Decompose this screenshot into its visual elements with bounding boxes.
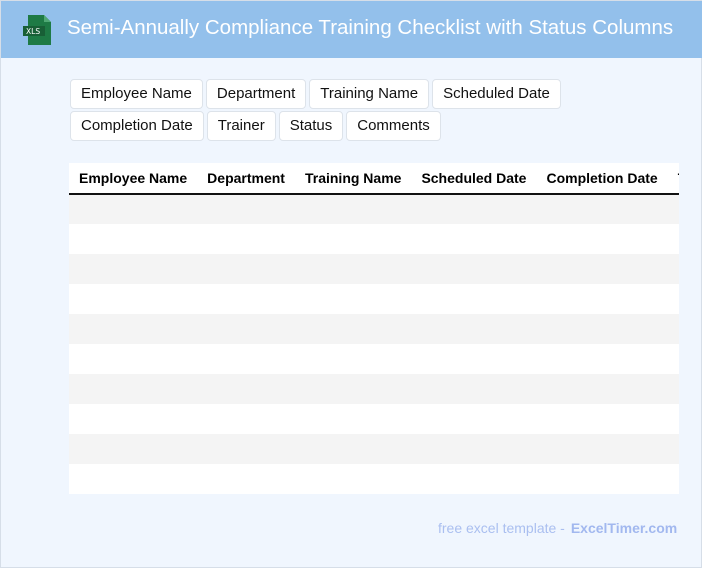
column-tag[interactable]: Completion Date: [70, 111, 204, 141]
table-cell[interactable]: [411, 344, 536, 374]
footer-text: free excel template -: [438, 520, 565, 536]
column-tag[interactable]: Training Name: [309, 79, 430, 109]
table-cell[interactable]: [411, 434, 537, 464]
table-cell[interactable]: [69, 224, 197, 254]
title-bar: XLS Semi-Annually Compliance Training Ch…: [1, 1, 702, 58]
table-cell[interactable]: [536, 314, 668, 344]
table-cell[interactable]: [295, 344, 411, 374]
column-tag[interactable]: Status: [278, 111, 344, 141]
table-cell[interactable]: [295, 224, 411, 254]
footer: free excel template - ExcelTimer.com: [438, 520, 677, 536]
table-cell[interactable]: [411, 224, 536, 254]
table-cell[interactable]: [668, 464, 679, 494]
table-cell[interactable]: [69, 284, 197, 314]
table-cell[interactable]: [197, 224, 295, 254]
table-cell[interactable]: [69, 194, 198, 224]
column-tags: Employee Name Department Training Name Sche…: [70, 79, 695, 141]
table-row: [69, 464, 679, 494]
column-tag[interactable]: Scheduled Date: [432, 79, 561, 109]
table-cell[interactable]: [197, 314, 295, 344]
table-cell[interactable]: [536, 254, 668, 284]
table-row: [69, 374, 679, 404]
column-header: Training Name: [294, 163, 412, 195]
table-cell[interactable]: [411, 194, 537, 224]
table-cell[interactable]: [294, 194, 412, 224]
table-row: [69, 194, 679, 224]
table-cell[interactable]: [667, 314, 679, 344]
table-cell[interactable]: [69, 344, 197, 374]
table-cell[interactable]: [668, 404, 679, 434]
table-cell[interactable]: [536, 374, 668, 404]
table-cell[interactable]: [69, 254, 198, 284]
table-cell[interactable]: [295, 404, 411, 434]
table-cell[interactable]: [294, 434, 412, 464]
table-cell[interactable]: [294, 254, 412, 284]
table-row: [69, 224, 679, 254]
table-row: [69, 284, 679, 314]
table-cell[interactable]: [667, 194, 679, 224]
column-header: Trainer: [667, 163, 679, 195]
table-cell[interactable]: [667, 254, 679, 284]
table-cell[interactable]: [69, 434, 198, 464]
column-header: Scheduled Date: [411, 163, 537, 195]
column-tag[interactable]: Department: [205, 79, 307, 109]
table-cell[interactable]: [411, 254, 537, 284]
table-cell[interactable]: [294, 374, 412, 404]
table-cell[interactable]: [667, 434, 679, 464]
column-header: Employee Name: [69, 163, 198, 195]
table-row: [69, 344, 679, 374]
table-row: [69, 434, 679, 464]
table-cell[interactable]: [536, 224, 667, 254]
table-cell[interactable]: [197, 254, 295, 284]
table-cell[interactable]: [411, 464, 536, 494]
table-row: [69, 404, 679, 434]
table-cell[interactable]: [536, 404, 667, 434]
table-cell[interactable]: [536, 284, 667, 314]
table-cell[interactable]: [667, 374, 679, 404]
table-cell[interactable]: [197, 344, 295, 374]
table-cell[interactable]: [294, 314, 412, 344]
column-header: Department: [197, 163, 295, 195]
table-cell[interactable]: [69, 404, 197, 434]
column-header: Completion Date: [536, 163, 668, 195]
svg-text:XLS: XLS: [26, 27, 40, 36]
table-row: [69, 254, 679, 284]
table-cell[interactable]: [411, 284, 536, 314]
table-cell[interactable]: [668, 344, 679, 374]
table-cell[interactable]: [197, 194, 295, 224]
table-cell[interactable]: [197, 404, 295, 434]
table-cell[interactable]: [536, 464, 667, 494]
column-tag[interactable]: Comments: [346, 111, 441, 141]
table-cell[interactable]: [69, 464, 197, 494]
table-cell[interactable]: [295, 284, 411, 314]
table-cell[interactable]: [197, 434, 295, 464]
footer-link[interactable]: ExcelTimer.com: [570, 520, 678, 536]
table-cell[interactable]: [197, 464, 295, 494]
xls-file-icon: XLS: [23, 15, 51, 45]
table-cell[interactable]: [411, 404, 536, 434]
table-cell[interactable]: [197, 284, 295, 314]
table-row: [69, 314, 679, 344]
table-cell[interactable]: [668, 284, 679, 314]
table-cell[interactable]: [197, 374, 295, 404]
table-cell[interactable]: [668, 224, 679, 254]
table-cell[interactable]: [536, 434, 668, 464]
table-cell[interactable]: [411, 314, 537, 344]
table-cell[interactable]: [536, 344, 667, 374]
column-tag[interactable]: Employee Name: [70, 79, 203, 109]
column-tag[interactable]: Trainer: [206, 111, 276, 141]
table-cell[interactable]: [536, 194, 668, 224]
table-cell[interactable]: [69, 374, 198, 404]
table-cell[interactable]: [69, 314, 198, 344]
table-cell[interactable]: [295, 464, 411, 494]
table-cell[interactable]: [411, 374, 537, 404]
page-title: Semi-Annually Compliance Training Checkl…: [67, 16, 674, 39]
checklist-table: Employee Name Department Training Name Sche…: [69, 163, 679, 494]
